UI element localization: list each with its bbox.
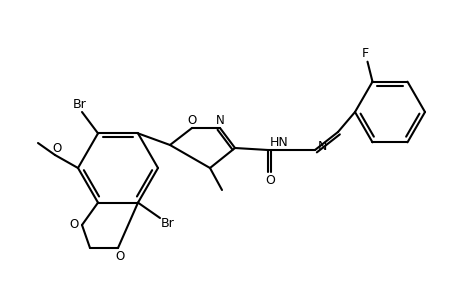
Text: O: O [115,250,124,262]
Text: O: O [264,173,274,187]
Text: N: N [215,113,224,127]
Text: O: O [187,113,196,127]
Text: Br: Br [73,98,87,110]
Text: N: N [317,140,327,152]
Text: F: F [361,47,368,60]
Text: O: O [52,142,62,155]
Text: Br: Br [161,218,174,230]
Text: HN: HN [269,136,288,148]
Text: O: O [69,218,78,232]
